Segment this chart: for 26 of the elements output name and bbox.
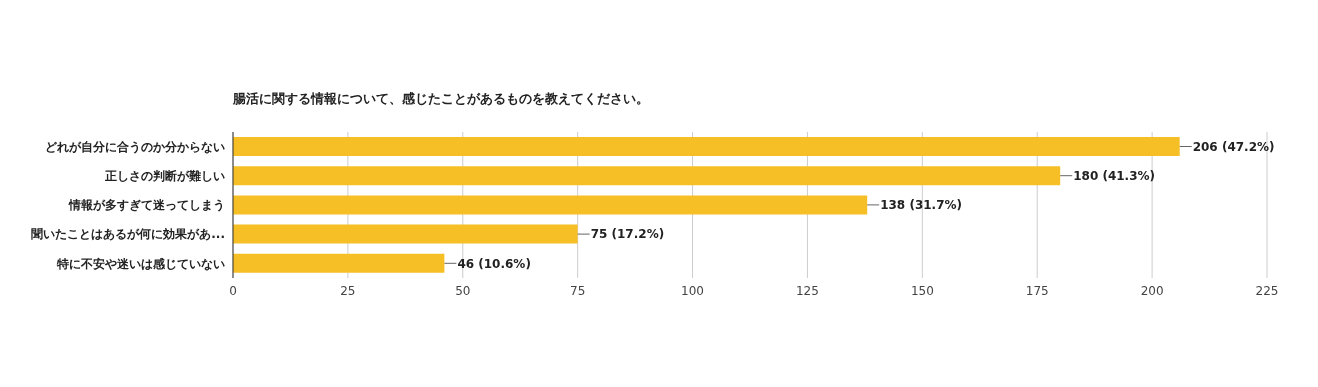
y-tick-label: 特に不安や迷いは感じていない [56, 256, 225, 271]
bar [233, 137, 1180, 156]
bar [233, 253, 445, 273]
bar [233, 195, 868, 215]
y-tick-label: 聞いたことはあるが何に効果があ... [31, 227, 225, 242]
data-label: 180 (41.3%) [1073, 168, 1156, 183]
data-label: 138 (31.7%) [880, 198, 963, 213]
x-tick-label: 100 [681, 283, 705, 298]
x-tick-label: 200 [1140, 283, 1164, 298]
y-tick-label: どれが自分に合うのか分からない [45, 139, 225, 154]
data-label: 75 (17.2%) [590, 227, 665, 242]
x-tick-label: 175 [1025, 283, 1049, 298]
bar [233, 166, 1061, 186]
x-tick-label: 25 [340, 283, 356, 298]
x-tick-label: 75 [570, 283, 586, 298]
x-tick-label: 50 [455, 283, 471, 298]
x-tick-label: 0 [229, 283, 237, 298]
data-label: 206 (47.2%) [1192, 139, 1275, 154]
bar [233, 224, 578, 244]
chart-title: 腸活に関する情報について、感じたことがあるものを教えてください。 [233, 90, 649, 108]
y-tick-label: 正しさの判断が難しい [104, 169, 225, 184]
data-label: 46 (10.6%) [457, 256, 531, 271]
x-tick-label: 225 [1255, 283, 1279, 298]
x-tick-label: 125 [795, 283, 819, 298]
y-tick-label: 情報が多すぎて迷ってしまう [68, 198, 225, 213]
x-tick-label: 150 [910, 283, 934, 298]
